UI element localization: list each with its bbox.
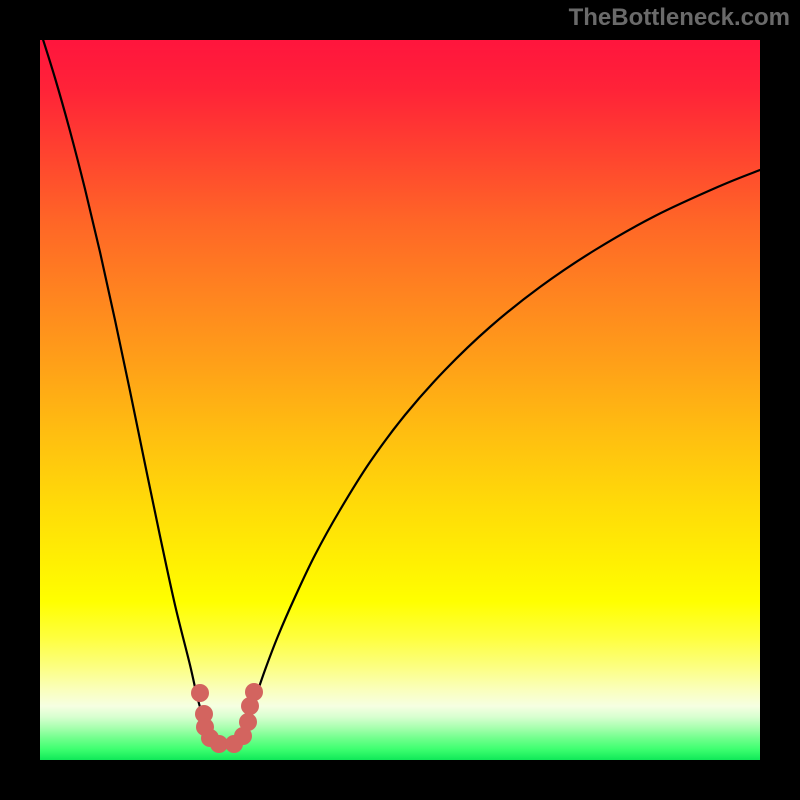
chart-container: { "canvas": { "width": 800, "height": 80… (0, 0, 800, 800)
gradient-background (40, 40, 760, 760)
marker-point (245, 683, 263, 701)
marker-point (239, 713, 257, 731)
watermark-text: TheBottleneck.com (569, 4, 790, 32)
plot-area (40, 40, 760, 760)
marker-point (191, 684, 209, 702)
plot-svg (40, 40, 760, 760)
